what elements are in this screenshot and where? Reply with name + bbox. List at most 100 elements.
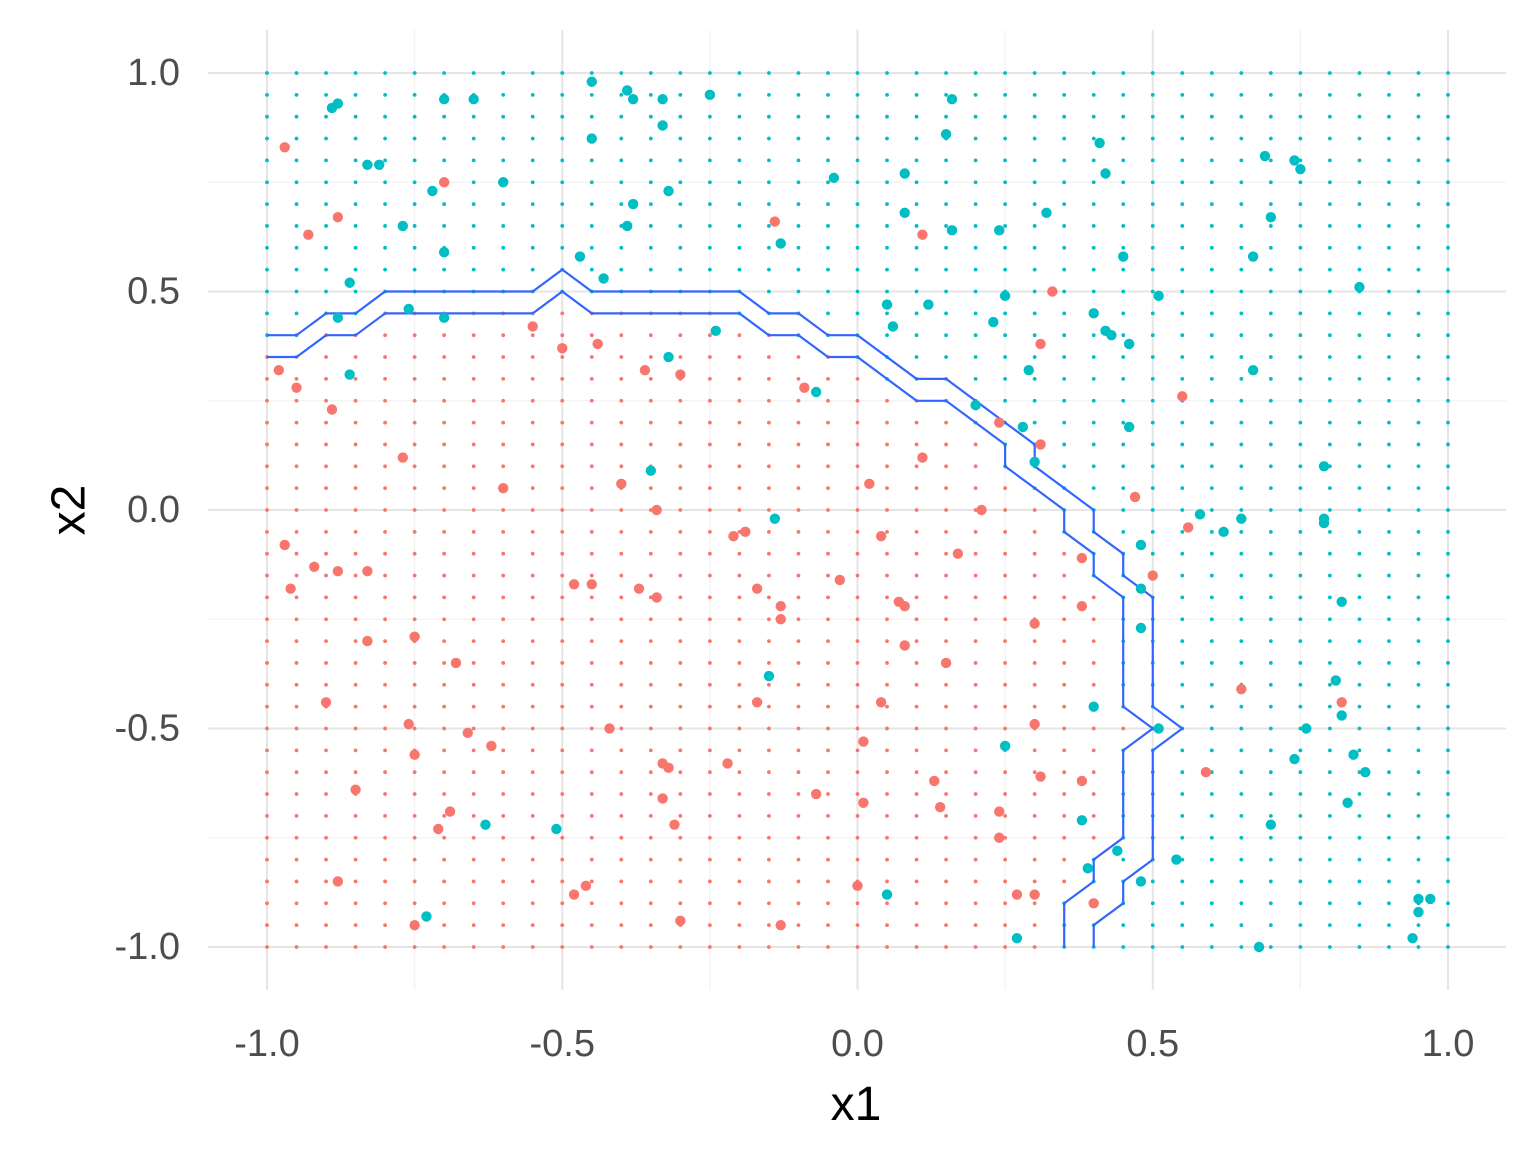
grid-dot (265, 464, 269, 469)
grid-dot (737, 508, 742, 512)
grid-dot (294, 726, 299, 731)
grid-dot (619, 748, 624, 753)
grid-dot (1268, 682, 1273, 687)
grid-dot (1091, 682, 1096, 687)
grid-dot (767, 573, 771, 578)
grid-dot (530, 879, 535, 884)
grid-dot (1298, 420, 1303, 425)
data-point (899, 640, 910, 651)
grid-dot (885, 245, 889, 250)
grid-dot (294, 835, 299, 840)
grid-dot (442, 486, 447, 491)
grid-dot (855, 114, 860, 119)
grid-dot (1357, 835, 1362, 840)
grid-dot (1268, 901, 1273, 906)
grid-dot (1357, 901, 1362, 906)
grid-dot (353, 71, 358, 75)
grid-dot (1091, 792, 1096, 796)
grid-dot (1032, 114, 1037, 119)
grid-dot (737, 267, 742, 272)
grid-dot (560, 901, 565, 906)
grid-dot (324, 114, 328, 119)
grid-dot (944, 551, 948, 556)
grid-dot (1150, 398, 1155, 403)
grid-dot (973, 202, 978, 207)
data-point (1348, 749, 1359, 760)
grid-dot (324, 180, 328, 185)
data-point (438, 246, 450, 258)
grid-dot (885, 180, 889, 185)
grid-dot (1180, 464, 1185, 469)
grid-dot (1062, 158, 1067, 163)
data-point (881, 889, 893, 900)
grid-dot (265, 704, 269, 709)
grid-dot (619, 857, 624, 862)
grid-dot (914, 442, 919, 447)
data-point (669, 819, 680, 830)
grid-dot (265, 71, 269, 75)
grid-dot (560, 180, 565, 185)
grid-dot (353, 267, 358, 272)
grid-dot (707, 573, 712, 578)
grid-dot (619, 71, 624, 75)
grid-dot (826, 486, 830, 491)
grid-dot (855, 224, 860, 228)
data-point (633, 583, 645, 594)
grid-dot (1387, 311, 1391, 316)
grid-dot (294, 595, 299, 600)
grid-dot (1416, 92, 1421, 97)
grid-dot (944, 289, 948, 294)
grid-dot (1180, 814, 1185, 818)
grid-dot (648, 682, 653, 687)
grid-dot (648, 792, 653, 796)
grid-dot (1268, 136, 1273, 141)
grid-dot (1328, 333, 1332, 338)
y-tick-label: 1.0 (127, 52, 180, 94)
grid-dot (767, 726, 771, 731)
grid-dot (530, 617, 535, 622)
grid-dot (1032, 289, 1037, 294)
grid-dot (914, 136, 919, 141)
grid-dot (796, 748, 801, 753)
grid-dot (826, 661, 830, 665)
grid-dot (1328, 529, 1332, 534)
grid-dot (560, 639, 565, 643)
grid-dot (1357, 71, 1362, 75)
grid-dot (265, 377, 269, 381)
grid-dot (885, 748, 889, 753)
grid-dot (442, 682, 447, 687)
grid-dot (1357, 704, 1362, 709)
x-axis-title: x1 (831, 1078, 882, 1131)
grid-dot (353, 748, 358, 753)
grid-dot (648, 180, 653, 185)
grid-dot (1298, 595, 1303, 600)
grid-dot (1239, 704, 1244, 709)
grid-dot (678, 442, 683, 447)
grid-dot (560, 355, 565, 359)
grid-dot (1387, 857, 1391, 862)
grid-dot (471, 770, 476, 775)
grid-dot (855, 202, 860, 207)
grid-dot (826, 748, 830, 753)
grid-dot (648, 486, 653, 491)
grid-dot (1446, 136, 1450, 141)
data-point (627, 94, 639, 105)
grid-dot (1121, 529, 1126, 534)
grid-dot (707, 267, 712, 272)
grid-dot (826, 639, 830, 643)
data-point (1265, 819, 1277, 830)
grid-dot (530, 551, 535, 556)
grid-dot (1298, 92, 1303, 97)
grid-dot (619, 267, 624, 272)
grid-dot (265, 224, 269, 228)
grid-dot (1328, 158, 1332, 163)
grid-dot (796, 508, 801, 512)
grid-dot (1091, 639, 1096, 643)
grid-dot (1150, 923, 1155, 928)
grid-dot (826, 682, 830, 687)
grid-dot (1062, 398, 1067, 403)
grid-dot (294, 814, 299, 818)
grid-dot (855, 857, 860, 862)
grid-dot (826, 726, 830, 731)
grid-dot (1446, 923, 1450, 928)
